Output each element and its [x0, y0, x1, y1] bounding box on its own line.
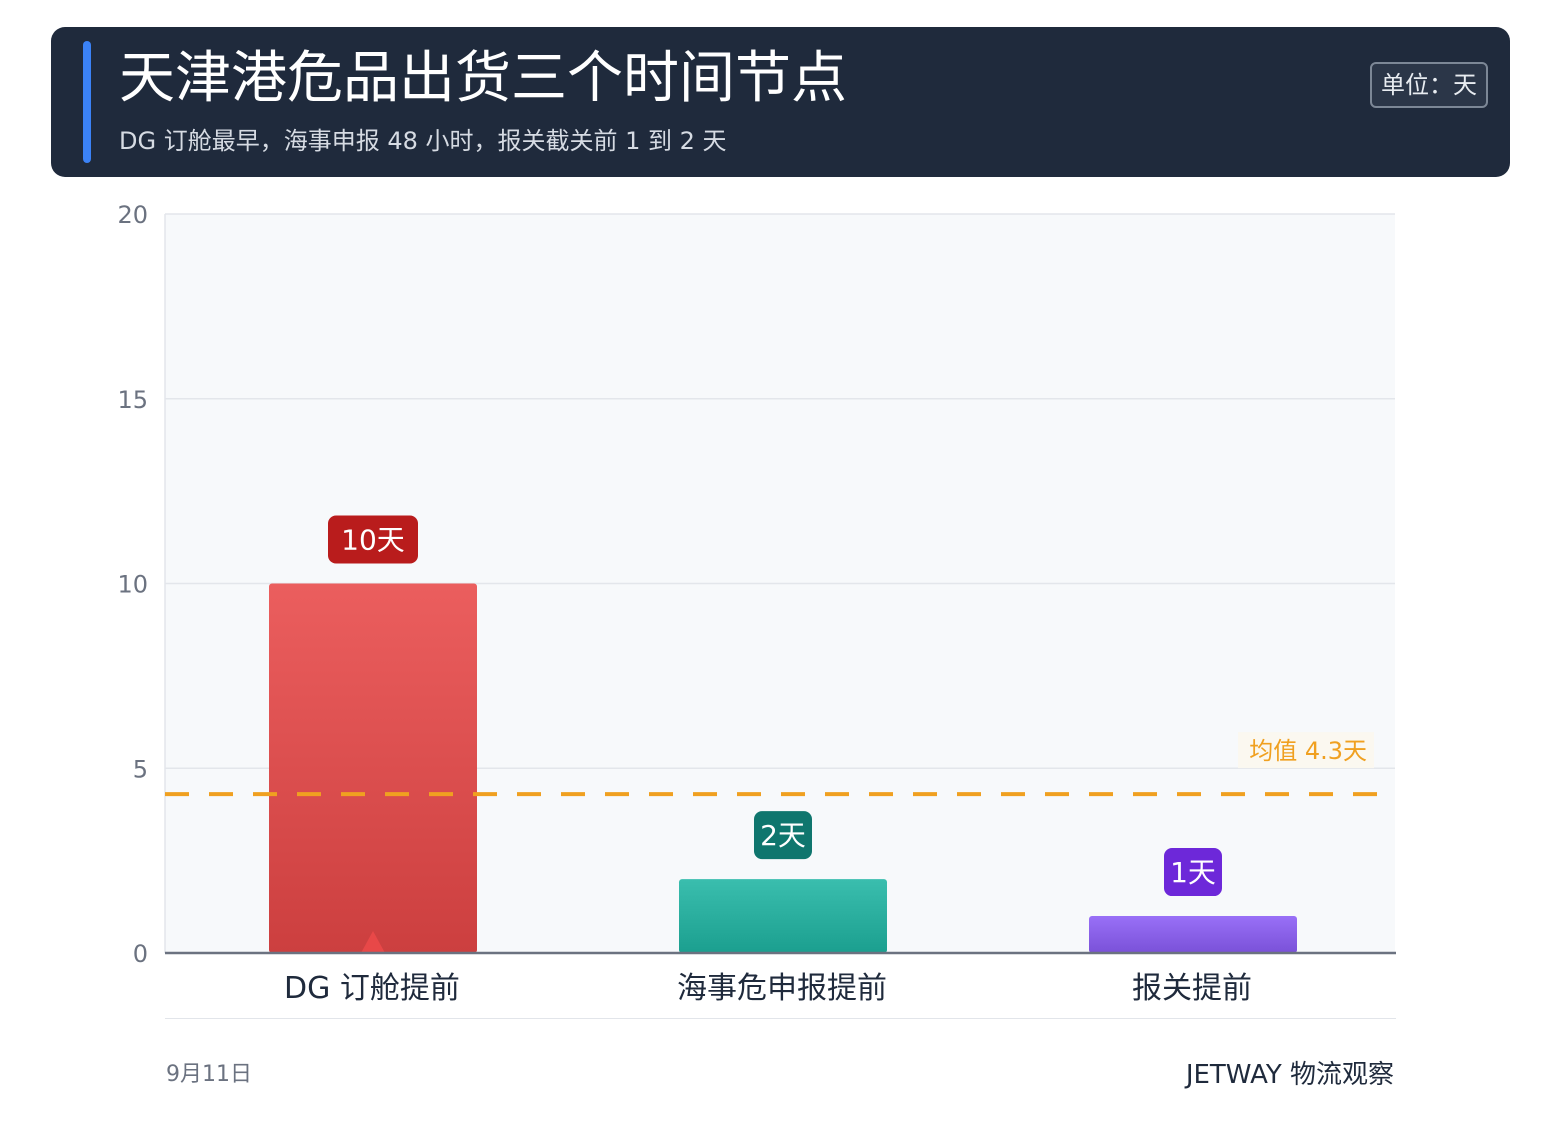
- x-tick-label: DG 订舱提前: [284, 971, 460, 1006]
- value-label-badge: [328, 515, 418, 564]
- y-tick-label: 0: [133, 940, 148, 968]
- value-label: 1天: [1170, 856, 1216, 889]
- mean-label-bg: [1238, 732, 1374, 769]
- chart-title: 天津港危品出货三个时间节点: [119, 46, 847, 111]
- y-tick-label: 10: [117, 571, 148, 599]
- chart-subtitle: DG 订舱最早，海事申报 48 小时，报关截关前 1 到 2 天: [119, 127, 727, 155]
- unit-badge: 单位：天: [1370, 62, 1488, 108]
- footer-date: 9月11日: [166, 1062, 252, 1087]
- y-tick-label: 5: [133, 755, 148, 783]
- bar: [679, 879, 887, 953]
- y-tick-label: 15: [117, 386, 148, 414]
- x-tick-label: 报关提前: [1132, 971, 1252, 1006]
- value-label: 10天: [341, 524, 405, 557]
- bar: [1089, 916, 1297, 953]
- mean-label: 均值 4.3天: [1249, 737, 1367, 765]
- triangle-up-icon: [361, 931, 385, 953]
- header-banner: 天津港危品出货三个时间节点 DG 订舱最早，海事申报 48 小时，报关截关前 1…: [51, 27, 1510, 177]
- header-accent-bar: [83, 41, 91, 163]
- value-label: 2天: [760, 819, 806, 852]
- bar: [269, 583, 477, 953]
- x-tick-label: 海事危申报提前: [677, 971, 887, 1006]
- value-label-badge: [754, 811, 812, 860]
- footer-brand: JETWAY 物流观察: [1185, 1060, 1394, 1090]
- footer-divider: [165, 1018, 1396, 1019]
- value-label-badge: [1164, 848, 1222, 897]
- y-tick-label: 20: [117, 201, 148, 229]
